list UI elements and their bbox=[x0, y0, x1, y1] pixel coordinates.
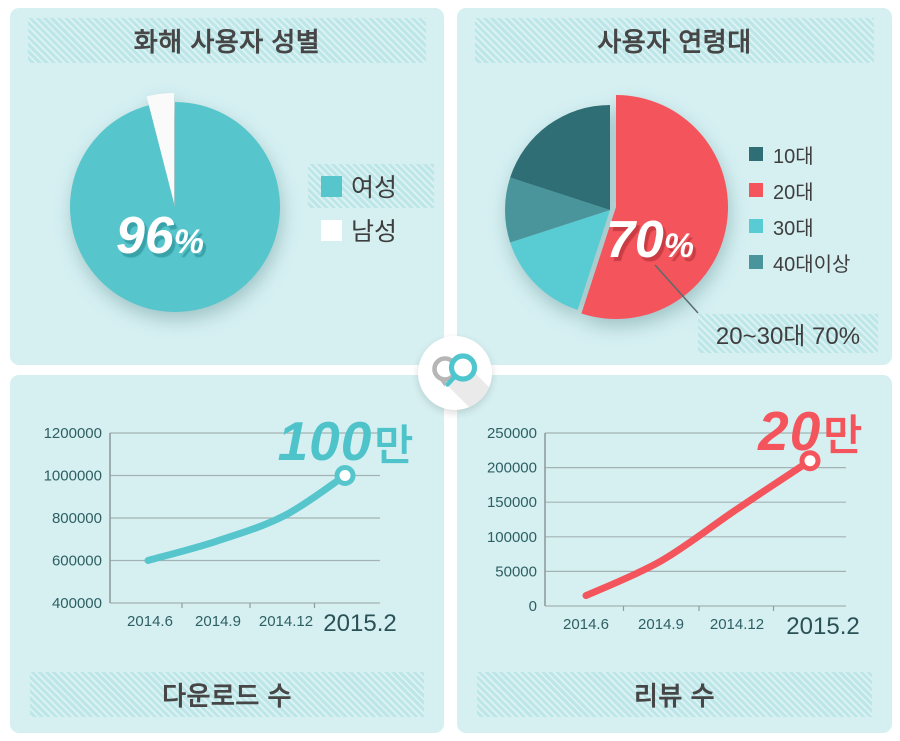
logo-magnifier-ring bbox=[448, 353, 478, 382]
legend-item-20대: 20대 bbox=[749, 172, 885, 208]
x-tick-label: 2014.6 bbox=[563, 616, 609, 633]
legend-label: 20대 bbox=[773, 181, 814, 204]
age-legend: 10대 20대 30대 40대이상 bbox=[749, 136, 885, 280]
age-pie-chart bbox=[504, 95, 728, 319]
age-pie-value-label: 70% bbox=[584, 210, 716, 270]
y-tick-label: 200000 bbox=[487, 460, 537, 477]
x-tick-label: 2014.9 bbox=[638, 616, 684, 633]
y-tick-label: 100000 bbox=[487, 529, 537, 546]
downloads-annotation-number: 100 bbox=[277, 410, 373, 472]
y-tick-label: 800000 bbox=[52, 510, 102, 527]
reviews-annotation: 20 만 bbox=[758, 399, 862, 463]
legend-label: 30대 bbox=[773, 217, 814, 240]
x-tick-label: 2015.2 bbox=[786, 613, 859, 640]
downloads-line-chart: 1200000 1000000 800000 600000 400000 2014.6 20… bbox=[44, 425, 397, 637]
downloads-panel-title: 다운로드 수 bbox=[162, 681, 292, 711]
legend-item-10대: 10대 bbox=[749, 136, 885, 172]
legend-label: 남성 bbox=[351, 218, 398, 246]
logo-heart-tip bbox=[437, 376, 448, 387]
age-callout: 20~30대 70% bbox=[698, 314, 878, 353]
legend-swatch bbox=[321, 175, 342, 197]
pie-slice-10대 bbox=[510, 105, 610, 210]
end-marker bbox=[334, 465, 356, 486]
y-tick-label: 400000 bbox=[52, 595, 102, 612]
gender-pie-value-percent: % bbox=[173, 223, 205, 261]
y-tick-label: 150000 bbox=[487, 494, 537, 511]
heart-magnifier-logo-icon bbox=[432, 353, 492, 410]
legend-swatch bbox=[749, 147, 763, 161]
legend-item-30대: 30대 bbox=[749, 208, 885, 244]
legend-swatch bbox=[321, 219, 342, 241]
age-callout-text: 20~30대 70% bbox=[715, 323, 861, 350]
legend-label: 여성 bbox=[351, 174, 398, 202]
pie-slice-40대이상 bbox=[504, 177, 610, 243]
y-tick-label: 1200000 bbox=[44, 425, 102, 442]
gender-pie-chart bbox=[70, 93, 281, 312]
pie-slice-여성 bbox=[70, 101, 281, 312]
logo-magnifier-handle bbox=[445, 375, 457, 387]
reviews-panel-title: 리뷰 수 bbox=[634, 681, 715, 711]
legend-swatch bbox=[749, 219, 763, 233]
downloads-annotation: 100 만 bbox=[278, 409, 413, 473]
gender-header-band: 화해 사용자 성별 bbox=[28, 18, 426, 63]
y-tick-label: 0 bbox=[529, 598, 537, 615]
hwahae-logo bbox=[418, 336, 492, 410]
age-panel-title: 사용자 연령대 bbox=[597, 27, 752, 57]
downloads-annotation-suffix: 만 bbox=[374, 422, 413, 469]
reviews-footer-band: 리뷰 수 bbox=[477, 672, 872, 717]
x-tick-label: 2014.12 bbox=[710, 616, 764, 633]
y-tick-label: 250000 bbox=[487, 425, 537, 442]
pie-slice-20대 bbox=[581, 95, 728, 319]
x-tick-label: 2015.2 bbox=[323, 610, 396, 637]
legend-item-남성: 남성 bbox=[308, 208, 434, 252]
reviews-line-chart: 250000 200000 150000 100000 50000 0 2014.6 2014… bbox=[487, 425, 860, 640]
legend-label: 40대이상 bbox=[773, 253, 851, 276]
x-tick-label: 2014.12 bbox=[259, 613, 313, 630]
x-tick-label: 2014.6 bbox=[127, 613, 173, 630]
gender-pie-value-label: 96% bbox=[94, 206, 226, 266]
y-tick-label: 50000 bbox=[495, 563, 537, 580]
legend-swatch bbox=[749, 183, 763, 197]
panel-reviews: 250000 200000 150000 100000 50000 0 2014.6 2014… bbox=[457, 375, 892, 733]
legend-swatch bbox=[749, 255, 763, 269]
end-marker bbox=[799, 450, 821, 472]
legend-item-40대이상: 40대이상 bbox=[749, 244, 885, 280]
age-pie-value-number: 70 bbox=[605, 211, 664, 269]
data-line bbox=[582, 457, 814, 600]
legend-item-여성: 여성 bbox=[308, 164, 434, 208]
pie-slice-30대 bbox=[510, 210, 610, 310]
data-line bbox=[144, 472, 349, 564]
age-header-band: 사용자 연령대 bbox=[475, 18, 874, 63]
reviews-annotation-suffix: 만 bbox=[823, 412, 862, 459]
pie-slice-남성 bbox=[146, 93, 174, 203]
panel-age: 사용자 연령대 70% 10대 20대 30대 40대이상 20~30대 70% bbox=[457, 8, 892, 365]
legend-label: 10대 bbox=[773, 145, 814, 168]
downloads-footer-band: 다운로드 수 bbox=[30, 672, 424, 717]
gender-panel-title: 화해 사용자 성별 bbox=[133, 27, 321, 57]
reviews-annotation-number: 20 bbox=[758, 400, 822, 462]
y-tick-label: 600000 bbox=[52, 553, 102, 570]
panel-downloads: 1200000 1000000 800000 600000 400000 2014.6 20… bbox=[10, 375, 444, 733]
y-tick-label: 1000000 bbox=[44, 468, 102, 485]
gender-pie-value-number: 96 bbox=[115, 207, 174, 265]
x-tick-label: 2014.9 bbox=[195, 613, 241, 630]
callout-line bbox=[654, 264, 699, 314]
age-pie-value-percent: % bbox=[663, 227, 695, 265]
